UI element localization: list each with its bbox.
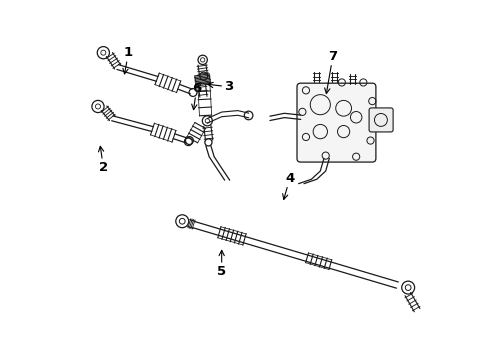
FancyBboxPatch shape <box>369 108 393 132</box>
Text: 1: 1 <box>123 46 133 74</box>
Text: 2: 2 <box>98 146 108 174</box>
Text: 4: 4 <box>283 172 294 199</box>
Text: 5: 5 <box>217 250 226 278</box>
FancyBboxPatch shape <box>297 83 376 162</box>
Text: 7: 7 <box>325 50 338 94</box>
Text: 3: 3 <box>208 80 234 93</box>
Text: 6: 6 <box>192 82 201 110</box>
